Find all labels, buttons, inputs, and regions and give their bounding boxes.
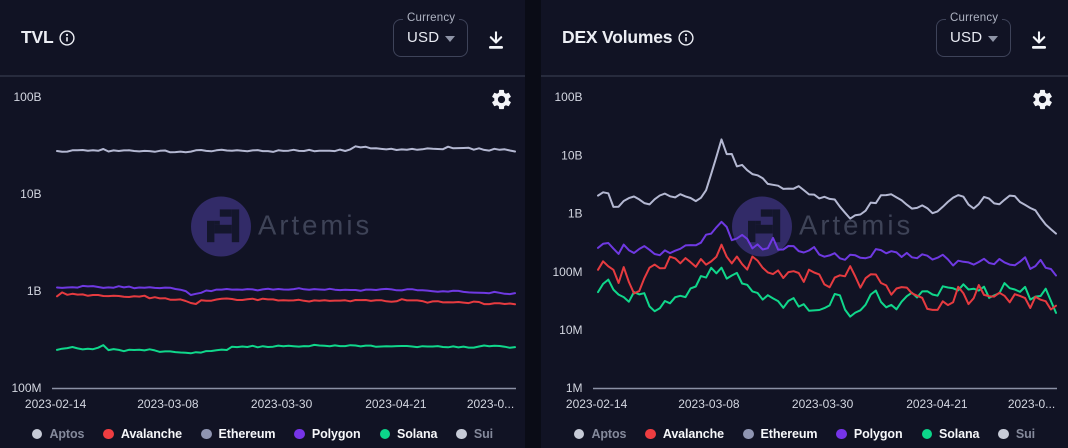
svg-text:2023-03-30: 2023-03-30 — [792, 397, 854, 411]
svg-text:100M: 100M — [11, 381, 41, 395]
svg-text:2023-0...: 2023-0... — [467, 397, 514, 411]
svg-text:100B: 100B — [13, 90, 41, 104]
svg-text:2023-0...: 2023-0... — [1008, 397, 1055, 411]
svg-text:10B: 10B — [20, 187, 41, 201]
svg-text:10M: 10M — [559, 323, 582, 337]
svg-text:2023-04-21: 2023-04-21 — [365, 397, 427, 411]
svg-text:100B: 100B — [554, 90, 582, 104]
svg-text:2023-03-08: 2023-03-08 — [678, 397, 740, 411]
svg-text:2023-03-08: 2023-03-08 — [137, 397, 199, 411]
svg-text:2023-04-21: 2023-04-21 — [906, 397, 968, 411]
svg-text:1B: 1B — [27, 284, 42, 298]
svg-text:2023-03-30: 2023-03-30 — [251, 397, 313, 411]
svg-text:Artemis: Artemis — [258, 210, 372, 241]
svg-text:2023-02-14: 2023-02-14 — [566, 397, 628, 411]
svg-text:1M: 1M — [566, 381, 583, 395]
svg-text:1B: 1B — [568, 207, 583, 221]
svg-text:10B: 10B — [561, 148, 582, 162]
svg-text:100M: 100M — [552, 265, 582, 279]
svg-text:2023-02-14: 2023-02-14 — [25, 397, 87, 411]
